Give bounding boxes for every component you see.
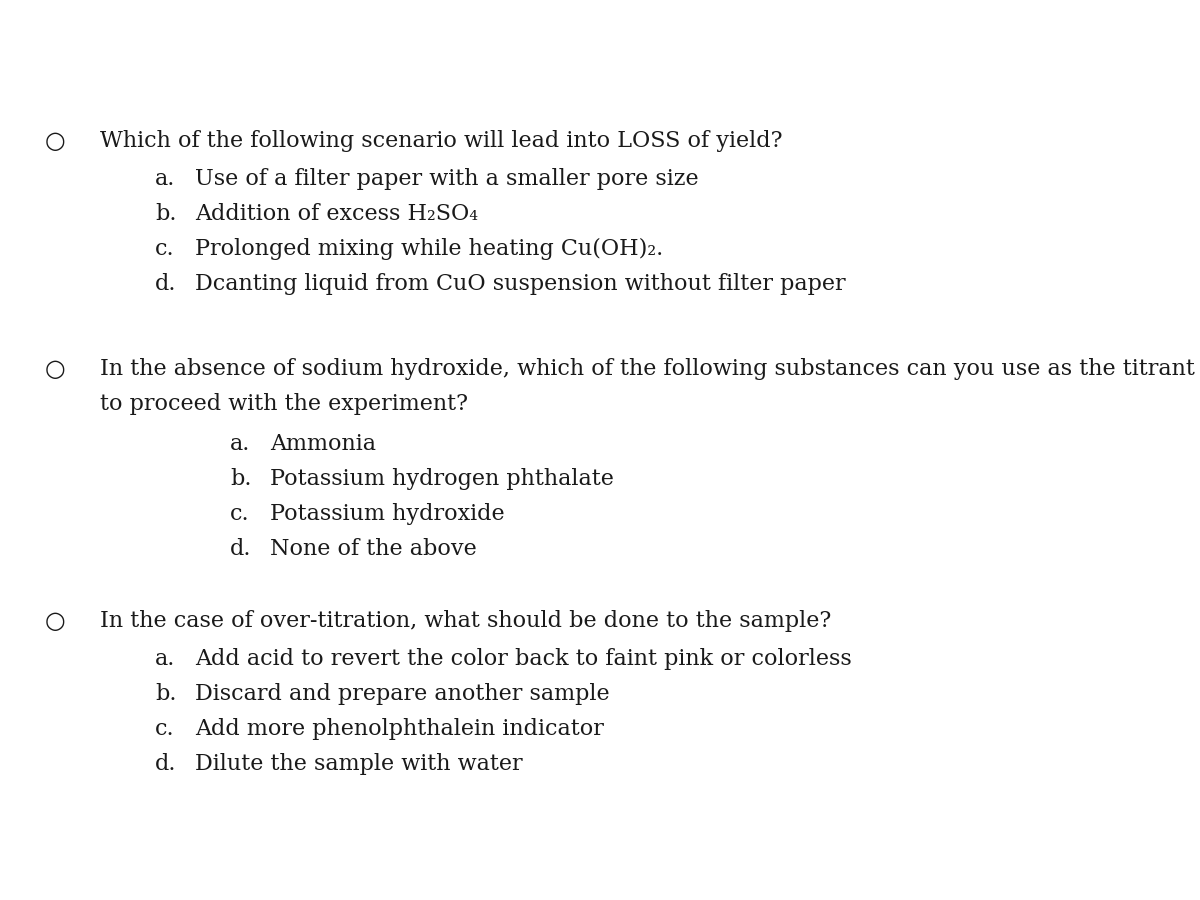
- Text: Prolonged mixing while heating Cu(OH)₂.: Prolonged mixing while heating Cu(OH)₂.: [194, 238, 664, 260]
- Text: b.: b.: [155, 683, 176, 705]
- Text: c.: c.: [230, 503, 250, 525]
- Text: Discard and prepare another sample: Discard and prepare another sample: [194, 683, 610, 705]
- Text: a.: a.: [155, 648, 175, 670]
- Text: Potassium hydroxide: Potassium hydroxide: [270, 503, 505, 525]
- Text: ○: ○: [44, 610, 65, 633]
- Text: None of the above: None of the above: [270, 538, 476, 560]
- Text: Potassium hydrogen phthalate: Potassium hydrogen phthalate: [270, 468, 614, 490]
- Text: a.: a.: [230, 433, 251, 455]
- Text: ○: ○: [44, 130, 65, 153]
- Text: Add acid to revert the color back to faint pink or colorless: Add acid to revert the color back to fai…: [194, 648, 852, 670]
- Text: Dilute the sample with water: Dilute the sample with water: [194, 753, 523, 775]
- Text: Which of the following scenario will lead into LOSS of yield?: Which of the following scenario will lea…: [100, 130, 782, 152]
- Text: a.: a.: [155, 168, 175, 190]
- Text: Add more phenolphthalein indicator: Add more phenolphthalein indicator: [194, 718, 604, 740]
- Text: b.: b.: [230, 468, 252, 490]
- Text: Dcanting liquid from CuO suspension without filter paper: Dcanting liquid from CuO suspension with…: [194, 273, 846, 295]
- Text: ○: ○: [44, 358, 65, 381]
- Text: d.: d.: [155, 273, 176, 295]
- Text: c.: c.: [155, 718, 175, 740]
- Text: Addition of excess H₂SO₄: Addition of excess H₂SO₄: [194, 203, 478, 225]
- Text: to proceed with the experiment?: to proceed with the experiment?: [100, 393, 468, 415]
- Text: b.: b.: [155, 203, 176, 225]
- Text: d.: d.: [155, 753, 176, 775]
- Text: Ammonia: Ammonia: [270, 433, 376, 455]
- Text: In the case of over-titration, what should be done to the sample?: In the case of over-titration, what shou…: [100, 610, 832, 632]
- Text: c.: c.: [155, 238, 175, 260]
- Text: d.: d.: [230, 538, 252, 560]
- Text: In the absence of sodium hydroxide, which of the following substances can you us: In the absence of sodium hydroxide, whic…: [100, 358, 1195, 380]
- Text: Use of a filter paper with a smaller pore size: Use of a filter paper with a smaller por…: [194, 168, 698, 190]
